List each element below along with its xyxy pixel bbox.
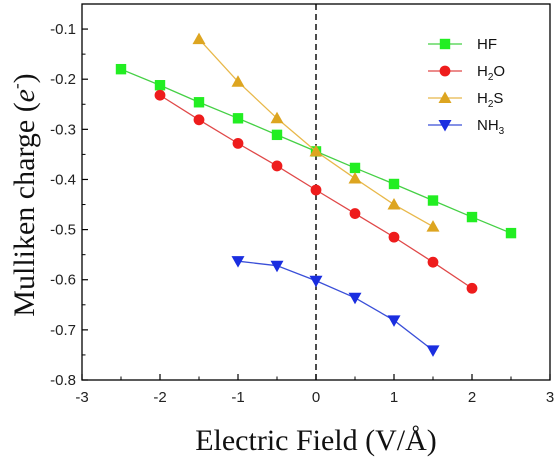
data-point-h2s — [348, 171, 362, 184]
y-tick-label: -0.1 — [50, 21, 76, 38]
series-line-nh3 — [237, 260, 434, 351]
data-point-hf — [271, 129, 283, 141]
y-axis-title-main: Mulliken charge ( — [8, 102, 41, 316]
data-point-hf — [505, 227, 517, 239]
legend-marker-hf — [439, 38, 451, 50]
data-point-h2o — [193, 114, 205, 126]
legend-label-h2o: H2O — [477, 63, 505, 83]
data-point-h2o — [388, 231, 400, 243]
legend-marker-nh3 — [438, 120, 452, 132]
data-point-hf — [232, 113, 244, 124]
data-point-h2o — [349, 208, 361, 219]
data-point-hf — [154, 80, 166, 91]
data-point-h2s — [231, 75, 245, 87]
legend: HF H2O H2S NH3 — [428, 36, 505, 137]
y-tick-label: -0.6 — [50, 272, 76, 289]
y-tick-label: -0.8 — [50, 372, 76, 389]
y-axis-title-end: ) — [8, 73, 41, 83]
data-point-h2s — [270, 111, 284, 124]
data-point-hf — [349, 162, 361, 174]
y-tick-label: -0.5 — [50, 222, 76, 239]
x-tick-label: 0 — [312, 389, 320, 406]
data-point-h2o — [232, 137, 244, 149]
data-point-h2o — [466, 282, 478, 294]
y-tick-label: -0.7 — [50, 322, 76, 339]
data-point-h2s — [426, 220, 440, 232]
data-point-nh3 — [231, 256, 245, 268]
data-point-nh3 — [387, 315, 401, 327]
data-point-hf — [466, 211, 478, 223]
x-tick-label: -2 — [153, 389, 166, 406]
x-tick-label: 3 — [546, 389, 554, 406]
data-point-nh3 — [348, 292, 362, 305]
data-point-hf — [427, 195, 439, 206]
legend-marker-h2s — [438, 91, 452, 103]
x-tick-label: -1 — [231, 389, 244, 406]
y-axis-title-var: e — [8, 89, 41, 102]
data-point-hf — [388, 178, 400, 190]
x-axis-title: Electric Field (V/Å) — [195, 424, 437, 457]
data-point-hf — [193, 97, 205, 108]
data-point-nh3 — [270, 260, 284, 273]
data-point-nh3 — [309, 275, 323, 288]
legend-marker-h2o — [439, 65, 451, 77]
data-point-hf — [115, 63, 127, 75]
y-tick-label: -0.4 — [50, 171, 76, 188]
data-point-h2s — [309, 144, 323, 157]
y-tick-label: -0.3 — [50, 121, 76, 138]
data-point-h2o — [271, 160, 283, 172]
y-axis-title: Mulliken charge (e-) — [7, 73, 41, 316]
data-point-h2o — [154, 89, 166, 101]
data-point-nh3 — [426, 345, 440, 357]
data-point-h2s — [192, 32, 206, 45]
data-point-h2o — [427, 256, 439, 268]
y-axis-title-sup: - — [7, 83, 26, 89]
data-point-h2o — [310, 184, 322, 196]
y-tick-label: -0.2 — [50, 71, 76, 88]
legend-label-nh3: NH3 — [477, 117, 505, 137]
plot-area: -3 -2 -1 0 1 2 3 -0.1 -0.2 -0.3 -0.4 -0.5 -0.6 -0.7 -0… — [50, 3, 554, 406]
data-point-h2s — [387, 198, 401, 210]
legend-label-h2s: H2S — [477, 90, 503, 110]
x-tick-label: 2 — [468, 389, 476, 406]
x-tick-label: -3 — [75, 389, 88, 406]
x-tick-label: 1 — [390, 389, 398, 406]
legend-label-hf: HF — [477, 36, 497, 53]
